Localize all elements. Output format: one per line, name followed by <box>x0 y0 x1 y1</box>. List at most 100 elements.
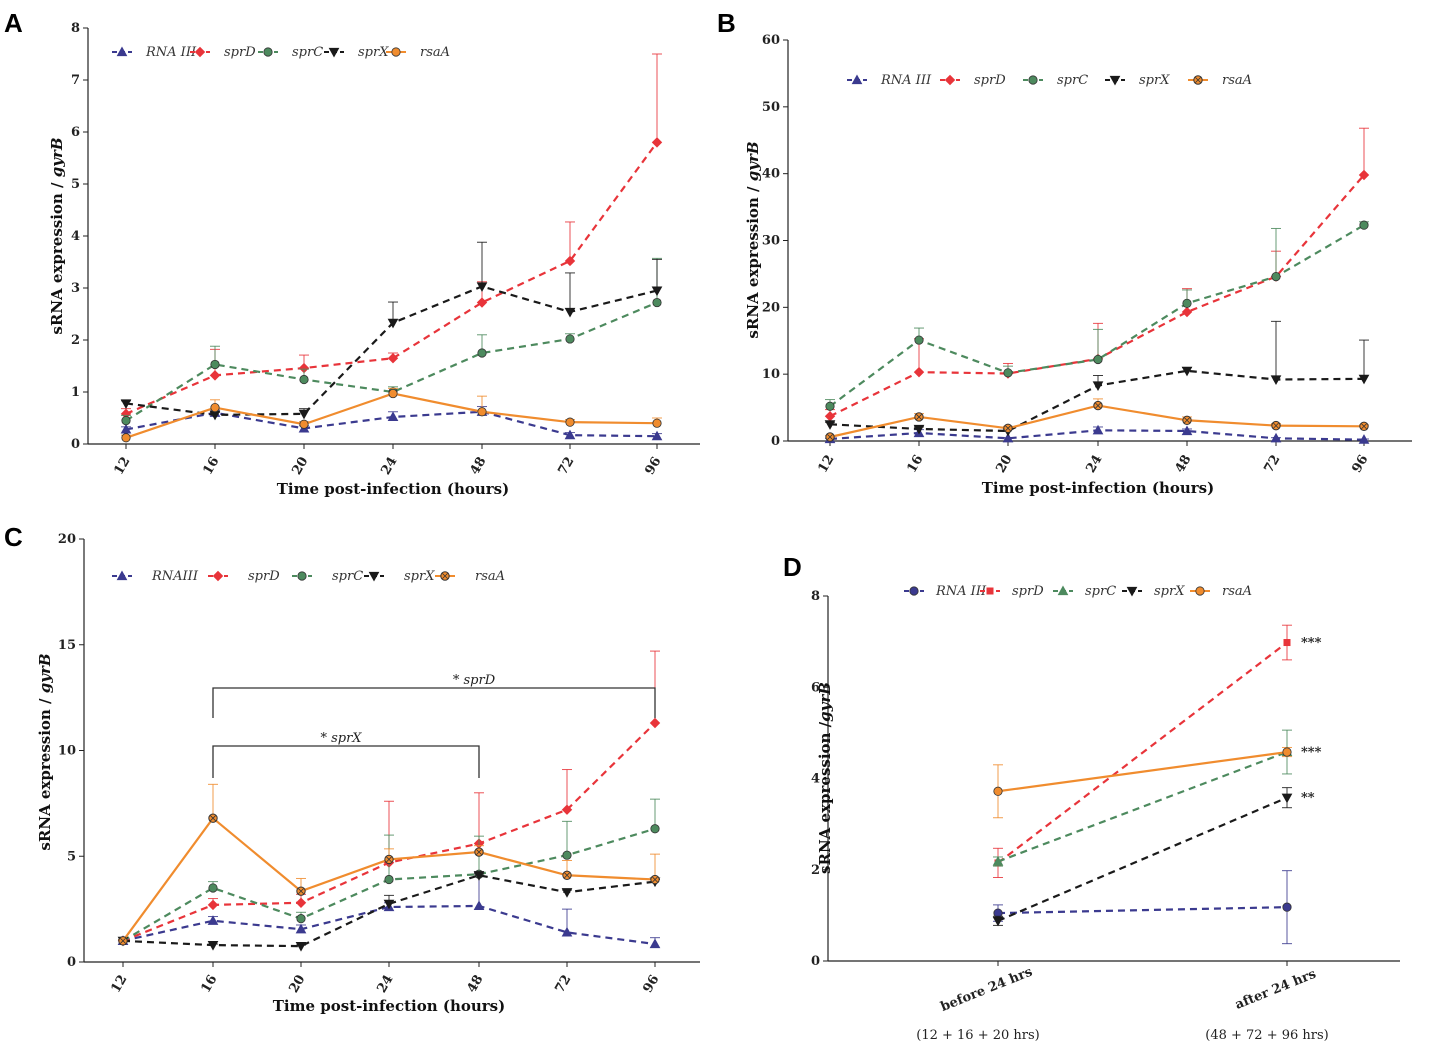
data-point-sprD <box>476 297 488 308</box>
data-point-sprX <box>564 307 576 318</box>
legend-marker-sprX <box>368 571 380 582</box>
legend-item-rsaA-b: rsaA <box>1188 73 1252 88</box>
y-tick-label-b: 50 <box>762 100 780 115</box>
y-axis-title-a: sRNA expression / gyrB <box>48 137 66 334</box>
series-RNAIII-d <box>993 870 1292 945</box>
legend-item-sprD-c: sprD <box>208 569 280 584</box>
y-axis-title-gene-a: gyrB <box>48 137 66 177</box>
x-tick-label-c: 12 <box>108 973 130 996</box>
data-point-RNAIII <box>1358 434 1370 444</box>
significance-label-sprd: * sprD <box>453 673 496 688</box>
x-tick-sublabel-d: (12 + 16 + 20 hrs) <box>916 1028 1039 1043</box>
legend-label-RNAIII: RNA III <box>145 45 197 60</box>
data-point-sprD <box>1181 306 1193 318</box>
x-tick-label-b: 20 <box>993 453 1015 476</box>
series-line-rsaA <box>997 750 1288 793</box>
legend-item-rsaA-c: rsaA <box>435 569 505 584</box>
y-tick-label-b: 40 <box>762 167 780 182</box>
legend-label-RNAIII: RNA III <box>935 584 987 599</box>
y-tick-label-a: 4 <box>71 229 80 244</box>
data-point-sprX <box>824 420 836 430</box>
y-tick-label-a: 5 <box>71 177 80 192</box>
series-line-sprC <box>997 751 1288 863</box>
data-point-sprC <box>914 335 924 345</box>
series-line-sprC <box>829 224 1365 408</box>
data-point-sprX <box>298 409 310 420</box>
series-rsaA-d <box>993 746 1292 819</box>
y-tick-label-c: 20 <box>58 532 76 547</box>
series-line-RNAIII <box>122 904 656 946</box>
data-point-sprC <box>1182 298 1192 308</box>
series-sprX-a <box>120 241 663 421</box>
data-point-sprD <box>564 255 576 267</box>
legend-item-sprD-d: sprD <box>980 584 1044 599</box>
data-point-rsaA <box>210 402 220 413</box>
legend-label-sprC: sprC <box>292 45 323 60</box>
x-axis-title-c: Time post-infection (hours) <box>273 997 505 1015</box>
legend-marker-rsaA <box>391 47 401 57</box>
data-point-sprC <box>296 914 306 924</box>
series-line-sprD <box>125 141 658 415</box>
legend-label-sprC: sprC <box>332 569 363 584</box>
data-point-RNAIII <box>564 429 576 440</box>
data-point-rsaA-cross <box>298 888 304 895</box>
legend-label-sprD: sprD <box>974 73 1006 88</box>
legend-label-rsaA: rsaA <box>1222 73 1252 88</box>
legend-item-sprD-b: sprD <box>940 73 1006 88</box>
data-point-RNAIII <box>561 926 573 937</box>
legend-item-sprX-b: sprX <box>1105 73 1170 88</box>
panel-label-b: B <box>717 8 736 38</box>
data-point-rsaA-cross <box>916 414 922 420</box>
data-point-sprC <box>992 856 1004 866</box>
legend-marker-sprX <box>1126 586 1138 597</box>
y-tick-label-a: 2 <box>71 333 80 348</box>
y-tick-label-d: 4 <box>811 772 820 787</box>
data-point-sprD <box>1283 639 1291 647</box>
data-point-sprX <box>476 282 488 292</box>
y-tick-label-d: 8 <box>811 589 820 604</box>
y-tick-label-a: 8 <box>71 21 80 36</box>
data-point-sprC <box>121 415 131 426</box>
y-tick-label-d: 6 <box>811 680 820 695</box>
y-axis-title-text-b: sRNA expression / <box>744 181 762 338</box>
significance-stars-sprX: ** <box>1301 791 1315 806</box>
legend-label-RNAIII: RNA III <box>880 73 932 88</box>
data-point-sprX <box>473 871 485 881</box>
legend-marker-RNAIII <box>909 586 919 596</box>
legend-item-rsaA-d: rsaA <box>1190 584 1252 599</box>
data-point-sprC <box>1093 354 1103 365</box>
legend-item-sprX-d: sprX <box>1122 584 1185 599</box>
series-line-sprD <box>829 174 1365 418</box>
legend-item-RNAIII-c: RNAIII <box>112 569 199 584</box>
x-tick-label-a: 48 <box>467 455 489 478</box>
data-point-RNAIII <box>1092 424 1104 435</box>
data-point-RNAIII <box>1181 425 1193 436</box>
y-tick-label-b: 30 <box>762 234 780 249</box>
legend-marker-rsaA-cross <box>1195 77 1201 83</box>
x-tick-label-c: 20 <box>286 973 308 996</box>
y-axis-title-text-a: sRNA expression / <box>48 177 66 334</box>
legend-label-sprD: sprD <box>224 45 256 60</box>
data-point-rsaA <box>652 418 662 428</box>
legend-label-sprC: sprC <box>1057 73 1088 88</box>
y-tick-label-c: 10 <box>58 744 76 759</box>
data-point-sprC <box>384 874 394 885</box>
data-point-sprD <box>649 717 661 729</box>
legend-label-rsaA: rsaA <box>420 45 450 60</box>
y-tick-label-d: 2 <box>811 863 820 878</box>
data-point-rsaA-cross <box>476 849 482 855</box>
data-point-sprC <box>650 824 660 834</box>
legend-item-sprX-a: sprX <box>324 45 389 60</box>
data-point-rsaA-cross <box>652 876 658 883</box>
x-tick-label-c: 96 <box>640 973 662 996</box>
data-point-rsaA-cross <box>1184 417 1190 424</box>
panel-label-c: C <box>4 522 23 552</box>
legend-item-sprC-c: sprC <box>292 569 363 584</box>
panel-label-d: D <box>783 552 802 582</box>
series-sprX-d <box>992 787 1293 927</box>
x-axis-title-b: Time post-infection (hours) <box>982 479 1214 497</box>
data-point-sprX <box>1358 374 1370 385</box>
series-sprD-b <box>824 127 1370 422</box>
legend-marker-sprD <box>212 570 224 582</box>
legend-label-sprX: sprX <box>404 569 435 584</box>
